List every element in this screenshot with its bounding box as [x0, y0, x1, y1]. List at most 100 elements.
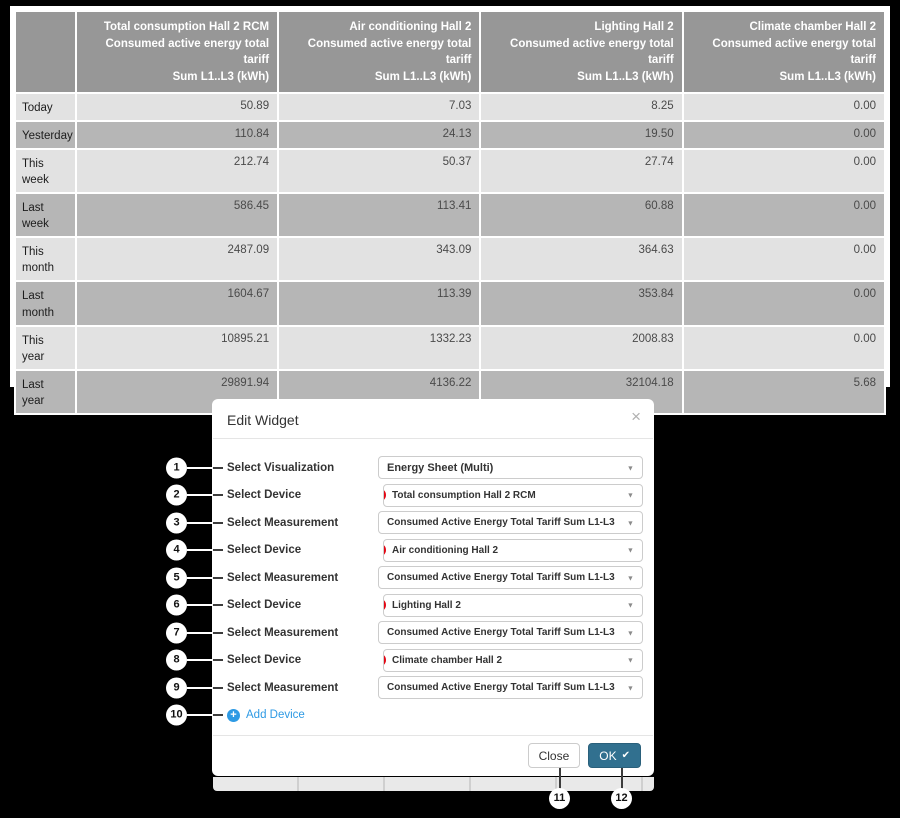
form-row-label: Select Measurement	[227, 681, 339, 694]
callout-line-inner	[213, 466, 223, 469]
value-cell: 364.63	[481, 238, 682, 281]
value-cell: 50.89	[76, 93, 278, 120]
add-device-label: Add Device	[246, 709, 305, 722]
select-viz-dropdown[interactable]: Energy Sheet (Multi) ▼	[378, 456, 643, 480]
row-header: Yesterday	[16, 121, 75, 148]
callout-line-inner	[213, 549, 223, 552]
value-cell: 0.00	[683, 121, 884, 148]
value-cell: 0.00	[683, 93, 884, 120]
callout-line-inner	[213, 576, 223, 579]
remove-device-icon[interactable]	[384, 653, 386, 667]
form-row-label: Select Measurement	[227, 571, 339, 584]
energy-sheet-panel: Total consumption Hall 2 RCM Consumed ac…	[10, 6, 890, 415]
dropdown-selected-value: Climate chamber Hall 2	[392, 654, 503, 666]
chevron-down-icon: ▼	[626, 463, 635, 472]
value-cell: 343.09	[279, 238, 480, 281]
value-cell: 1332.23	[279, 326, 480, 369]
column-header: Air conditioning Hall 2 Consumed active …	[279, 12, 480, 92]
column-header: Total consumption Hall 2 RCM Consumed ac…	[76, 12, 278, 92]
value-cell: 24.13	[279, 121, 480, 148]
ok-button[interactable]: OK ✔	[588, 743, 641, 768]
dropdown-selected-value: Total consumption Hall 2 RCM	[392, 489, 536, 501]
form-field-zone: Energy Sheet (Multi) ▼	[378, 456, 643, 480]
dropdown-selected-value: Lighting Hall 2	[392, 599, 461, 611]
value-cell: 113.39	[279, 282, 480, 325]
close-icon[interactable]: ×	[631, 407, 641, 426]
select-measurement-dropdown[interactable]: Consumed Active Energy Total Tariff Sum …	[378, 566, 643, 590]
select-device-dropdown[interactable]: Climate chamber Hall 2 ▼	[383, 648, 643, 672]
form-row-label: Select Device	[227, 599, 302, 612]
callout-number: 4	[166, 539, 187, 561]
chevron-down-icon: ▼	[626, 683, 635, 692]
callout-11: 11	[549, 788, 570, 809]
modal-footer: Close OK ✔	[213, 735, 653, 775]
modal-form-row: 2 Select Device Total consumption Hall 2…	[166, 482, 643, 510]
remove-device-icon[interactable]	[384, 543, 386, 557]
callout-line	[187, 494, 213, 497]
energy-sheet-table: Total consumption Hall 2 RCM Consumed ac…	[14, 10, 886, 415]
select-measurement-dropdown[interactable]: Consumed Active Energy Total Tariff Sum …	[378, 511, 643, 535]
modal-form-row: 6 Select Device Lighting Hall 2 ▼	[166, 592, 643, 620]
column-header: Climate chamber Hall 2 Consumed active e…	[683, 12, 884, 92]
select-device-dropdown[interactable]: Total consumption Hall 2 RCM ▼	[383, 483, 643, 507]
value-cell: 2487.09	[76, 238, 278, 281]
callout-number: 8	[166, 649, 187, 671]
value-cell: 27.74	[481, 149, 682, 193]
callout-line-close	[559, 768, 561, 790]
ok-button-label: OK	[599, 748, 617, 763]
table-row: This year 10895.21 1332.23 2008.83 0.00	[16, 326, 884, 369]
form-field-zone: Climate chamber Hall 2 ▼	[378, 648, 643, 672]
modal-body: 1 Select Visualization Energy Sheet (Mul…	[166, 439, 653, 737]
modal-form-row: 7 Select Measurement Consumed Active Ene…	[166, 619, 643, 647]
modal-form-row: 1 Select Visualization Energy Sheet (Mul…	[166, 454, 643, 482]
row-header: Last year	[16, 370, 75, 413]
callout-line	[187, 686, 213, 689]
select-measurement-dropdown[interactable]: Consumed Active Energy Total Tariff Sum …	[378, 676, 643, 700]
form-field-zone: Consumed Active Energy Total Tariff Sum …	[378, 566, 643, 590]
value-cell: 353.84	[481, 282, 682, 325]
form-field-zone: Lighting Hall 2 ▼	[378, 593, 643, 617]
value-cell: 0.00	[683, 194, 884, 237]
callout-12: 12	[611, 788, 632, 809]
callout-number: 5	[166, 567, 187, 589]
select-device-dropdown[interactable]: Lighting Hall 2 ▼	[383, 593, 643, 617]
value-cell: 0.00	[683, 238, 884, 281]
callout-number: 1	[166, 457, 187, 479]
close-button[interactable]: Close	[527, 743, 581, 768]
callout-line	[187, 659, 213, 662]
remove-device-icon[interactable]	[384, 598, 386, 612]
add-device-link[interactable]: + Add Device	[227, 708, 305, 722]
value-cell: 10895.21	[76, 326, 278, 369]
callout-line-ok	[621, 768, 623, 790]
chevron-down-icon: ▼	[626, 601, 635, 610]
row-header: Last week	[16, 194, 75, 237]
row-header: This month	[16, 238, 75, 281]
value-cell: 8.25	[481, 93, 682, 120]
value-cell: 50.37	[279, 149, 480, 193]
row-header: This year	[16, 326, 75, 369]
callout-number: 3	[166, 512, 187, 534]
chevron-down-icon: ▼	[626, 518, 635, 527]
row-header: This week	[16, 149, 75, 193]
table-row: Yesterday 110.84 24.13 19.50 0.00	[16, 121, 884, 148]
callout-number: 2	[166, 484, 187, 506]
form-row-label: Select Measurement	[227, 516, 339, 529]
modal-form-row: 8 Select Device Climate chamber Hall 2 ▼	[166, 647, 643, 675]
table-row: Today 50.89 7.03 8.25 0.00	[16, 93, 884, 120]
modal-form-row: 9 Select Measurement Consumed Active Ene…	[166, 674, 643, 702]
form-row-label: Select Device	[227, 544, 302, 557]
callout-line-inner	[213, 659, 223, 662]
form-field-zone: Consumed Active Energy Total Tariff Sum …	[378, 621, 643, 645]
dropdown-selected-value: Air conditioning Hall 2	[392, 544, 499, 556]
form-field-zone: + Add Device	[227, 708, 641, 722]
chevron-down-icon: ▼	[626, 656, 635, 665]
modal-title: Edit Widget	[227, 412, 299, 428]
modal-form-row: 10 + Add Device	[166, 702, 641, 730]
dropdown-selected-value: Energy Sheet (Multi)	[387, 461, 494, 474]
close-button-label: Close	[538, 748, 570, 763]
select-device-dropdown[interactable]: Air conditioning Hall 2 ▼	[383, 538, 643, 562]
callout-line	[187, 521, 213, 524]
modal-form-row: 3 Select Measurement Consumed Active Ene…	[166, 509, 643, 537]
remove-device-icon[interactable]	[384, 488, 386, 502]
select-measurement-dropdown[interactable]: Consumed Active Energy Total Tariff Sum …	[378, 621, 643, 645]
